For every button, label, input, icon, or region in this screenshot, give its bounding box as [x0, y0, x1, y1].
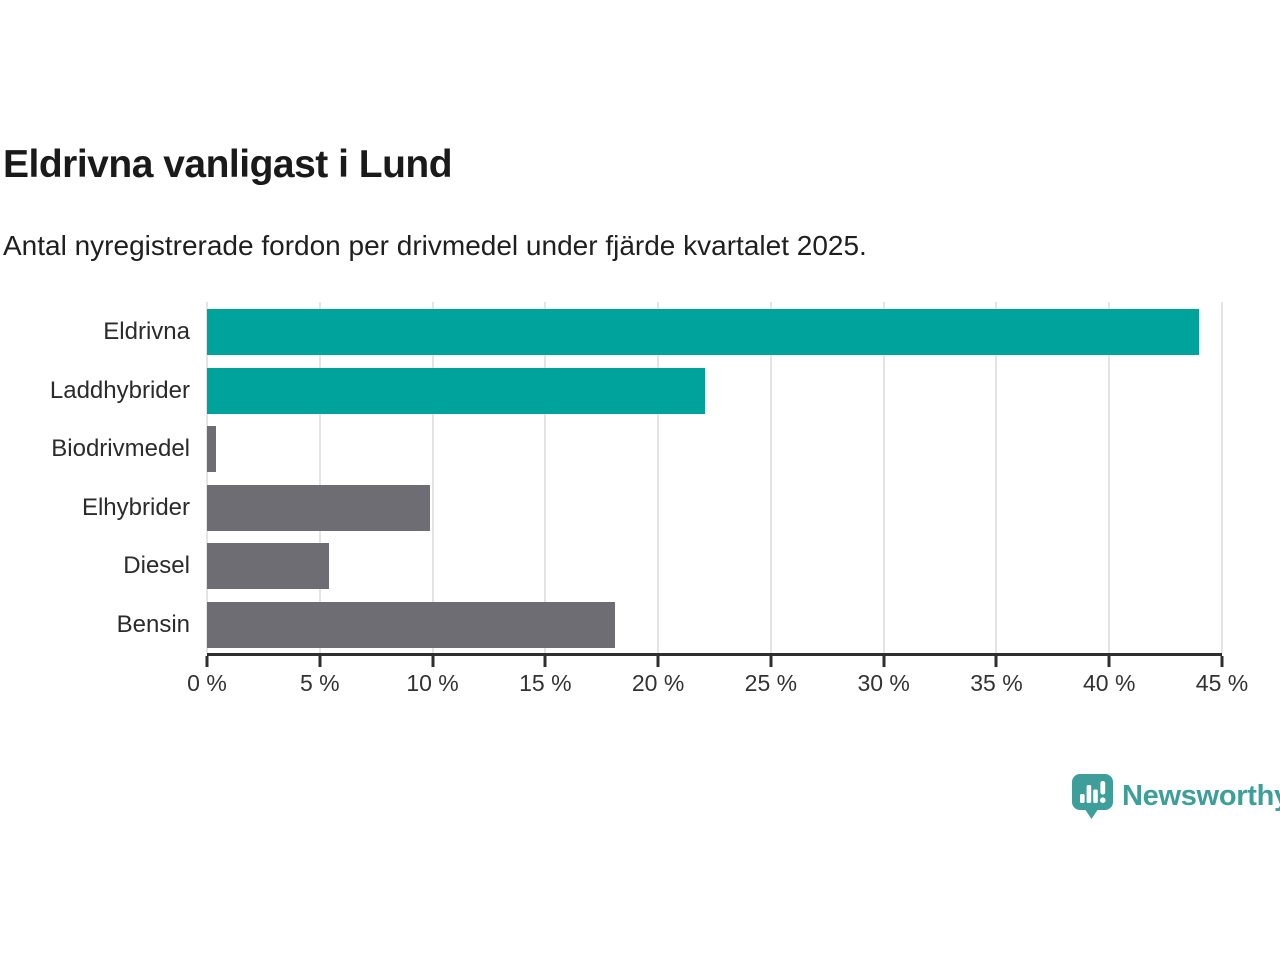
x-axis-tick	[1107, 656, 1111, 667]
x-axis-tick	[882, 656, 886, 667]
bar-eldrivna	[207, 309, 1200, 355]
x-axis-tick	[431, 656, 435, 667]
x-axis-tick	[318, 656, 322, 667]
page-subtitle: Antal nyregistrerade fordon per drivmede…	[3, 230, 867, 261]
gridline	[995, 302, 998, 653]
gridline	[544, 302, 547, 653]
x-axis-tick	[994, 656, 998, 667]
x-axis-tick	[656, 656, 660, 667]
gridline	[769, 302, 772, 653]
gridline	[882, 302, 885, 653]
page-title: Eldrivna vanligast i Lund	[3, 143, 453, 186]
gridline	[206, 302, 208, 653]
x-axis-tick-label: 0 %	[187, 670, 227, 696]
x-axis: 0 % 5 % 10 % 15 % 20 % 25 % 30 % 35 % 40 % 45 %	[187, 653, 1248, 705]
gridline	[1221, 302, 1223, 653]
brand-name: Newsworthy	[1122, 780, 1280, 812]
category-label: Diesel	[123, 552, 190, 579]
gridline	[318, 302, 321, 653]
x-axis-tick-label: 5 %	[299, 670, 340, 696]
x-axis-tick-label: 40 %	[1083, 670, 1136, 696]
bar-elhybrider	[207, 484, 431, 531]
gridline	[431, 302, 434, 653]
category-label: Eldrivna	[103, 318, 190, 345]
x-axis-tick-label: 15 %	[519, 670, 572, 696]
x-axis-tick-label: 10 %	[406, 670, 459, 696]
x-axis-tick	[543, 656, 547, 667]
category-label-column: Eldrivna Laddhybrider Biodrivmedel Elhybrid…	[0, 302, 190, 653]
x-axis-tick-label: 30 %	[857, 670, 910, 696]
x-axis-tick-label: 35 %	[970, 670, 1023, 696]
category-label: Bensin	[116, 610, 190, 638]
bar-chart: Eldrivna Laddhybrider Biodrivmedel Elhybrid…	[0, 302, 1280, 702]
x-axis-tick	[205, 656, 209, 667]
x-axis-tick-label: 25 %	[744, 670, 798, 696]
bar-bensin	[207, 601, 616, 648]
category-label: Elhybrider	[81, 493, 190, 521]
x-axis-tick	[769, 656, 773, 667]
x-axis-tick-label: 45 %	[1195, 670, 1249, 696]
x-axis-tick-label: 20 %	[631, 670, 685, 696]
bar-biodrivmedel	[207, 426, 217, 472]
category-label: Laddhybrider	[49, 376, 190, 404]
bar-diesel	[207, 543, 329, 589]
category-label: Biodrivmedel	[51, 435, 190, 462]
newsworthy-logo-icon	[1072, 774, 1113, 819]
x-axis-tick	[1220, 656, 1224, 667]
gridline	[657, 302, 660, 653]
bar-laddhybrider	[207, 367, 706, 414]
plot-area	[206, 302, 1223, 653]
logo-bubble-shape	[1072, 774, 1113, 819]
gridline	[1108, 302, 1111, 653]
brand-footer: Newsworthy	[1072, 774, 1280, 819]
